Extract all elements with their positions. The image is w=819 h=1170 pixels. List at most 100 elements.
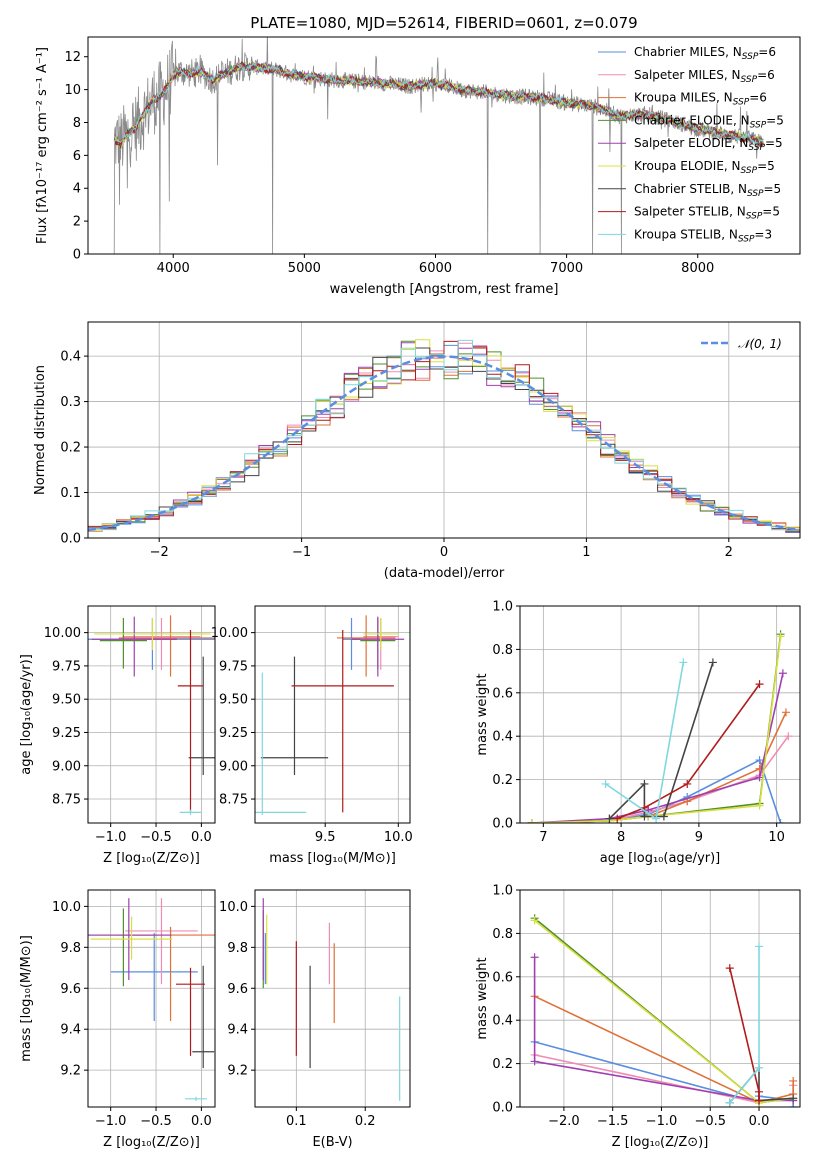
y-tick-label: 8.75 bbox=[52, 793, 81, 808]
y-axis-label: mass [log₁₀(M/M⊙)] bbox=[19, 935, 34, 1062]
errorbar-point bbox=[192, 965, 215, 1069]
weight-vs-Z-plot bbox=[530, 914, 798, 1107]
mass-vs-ebv-frame bbox=[254, 889, 411, 1108]
x-tick-label: 0.0 bbox=[191, 830, 212, 845]
weight-marker bbox=[679, 658, 688, 667]
x-tick-label: 9.5 bbox=[315, 830, 336, 845]
x-axis-label: E(B-V) bbox=[312, 1135, 352, 1150]
y-tick-label: 9.6 bbox=[60, 982, 81, 997]
x-tick-label: 4000 bbox=[157, 261, 190, 276]
y-tick-label: 0.1 bbox=[60, 486, 81, 501]
weight-marker bbox=[640, 812, 649, 821]
y-tick-label: 9.50 bbox=[219, 693, 248, 708]
y-tick-label: 10.00 bbox=[211, 626, 248, 641]
residual-histogram-8 bbox=[88, 339, 800, 532]
weight-marker bbox=[659, 812, 668, 821]
y-tick-label: 1.0 bbox=[492, 600, 513, 615]
spectrum-legend: Chabrier MILES, NSSP=6 Salpeter MILES, NS… bbox=[598, 45, 784, 244]
weight-series-5 bbox=[531, 636, 782, 823]
x-tick-label: 7000 bbox=[550, 261, 583, 276]
y-tick-label: 9.4 bbox=[60, 1023, 81, 1038]
errorbar-point bbox=[351, 616, 405, 677]
y-tick-label: 0.0 bbox=[492, 1101, 513, 1116]
x-tick-label: 0.0 bbox=[749, 1114, 770, 1129]
y-tick-label: 0.2 bbox=[492, 773, 513, 788]
model-spectrum-8 bbox=[113, 62, 764, 146]
y-tick-label: 1.0 bbox=[492, 884, 513, 899]
y-tick-label: 0.0 bbox=[492, 817, 513, 832]
x-tick-label: 1 bbox=[582, 545, 590, 560]
x-axis-label: Z [log₁₀(Z/Z⊙)] bbox=[103, 1135, 200, 1150]
y-tick-label: 9.2 bbox=[227, 1064, 248, 1079]
x-tick-label: 5000 bbox=[288, 261, 321, 276]
errorbar-point bbox=[363, 617, 399, 650]
normal-curve bbox=[88, 355, 800, 532]
y-tick-label: 0.2 bbox=[492, 1057, 513, 1072]
errorbar-point bbox=[118, 926, 215, 1022]
y-tick-label: 12 bbox=[64, 50, 81, 65]
chart-title: PLATE=1080, MJD=52614, FIBERID=0601, z=0… bbox=[250, 14, 637, 32]
x-tick-label: 0.0 bbox=[191, 1114, 212, 1129]
y-tick-label: 10 bbox=[64, 83, 81, 98]
y-tick-label: 8.75 bbox=[219, 793, 248, 808]
y-tick-label: 0 bbox=[73, 248, 81, 263]
y-tick-label: 9.2 bbox=[60, 1064, 81, 1079]
weight-marker bbox=[652, 814, 661, 823]
errorbar-point bbox=[336, 615, 396, 677]
legend-entry: Chabrier ELODIE, NSSP=5 bbox=[634, 113, 784, 130]
y-tick-label: 4 bbox=[73, 182, 81, 197]
y-tick-label: 9.25 bbox=[219, 726, 248, 741]
weight-series-7 bbox=[616, 683, 761, 820]
mass-vs-Z-plot bbox=[88, 898, 215, 1101]
x-tick-label: 7 bbox=[539, 830, 547, 845]
y-tick-label: 0.4 bbox=[492, 730, 513, 745]
age-vs-mass-plot bbox=[255, 615, 405, 816]
x-tick-label: 8 bbox=[617, 830, 625, 845]
x-tick-label: −1.0 bbox=[646, 1114, 678, 1129]
y-tick-label: 9.00 bbox=[219, 759, 248, 774]
legend-entry: Kroupa MILES, NSSP=6 bbox=[634, 91, 767, 108]
legend-entry: Kroupa STELIB, NSSP=3 bbox=[634, 227, 772, 244]
errorbar-point bbox=[177, 629, 204, 813]
x-tick-label: 10.0 bbox=[384, 830, 413, 845]
weight-marker bbox=[725, 1098, 734, 1107]
y-tick-label: 0.2 bbox=[60, 441, 81, 456]
y-tick-label: 9.75 bbox=[52, 659, 81, 674]
weight-series-4 bbox=[533, 957, 794, 1102]
x-tick-label: −1.0 bbox=[95, 1114, 127, 1129]
weight-series-8 bbox=[729, 946, 760, 1104]
y-tick-label: 9.00 bbox=[52, 759, 81, 774]
x-tick-label: 6000 bbox=[419, 261, 452, 276]
weight-marker bbox=[776, 632, 785, 641]
errorbar-point bbox=[110, 932, 198, 1022]
errorbar-point bbox=[260, 656, 329, 776]
x-tick-label: 2 bbox=[725, 545, 733, 560]
legend-entry: Kroupa ELODIE, NSSP=5 bbox=[634, 159, 775, 176]
weight-marker bbox=[613, 814, 622, 823]
residuals-legend: 𝒩(0, 1) bbox=[701, 337, 782, 351]
weight-marker bbox=[755, 801, 764, 810]
mass-vs-ebv-plot bbox=[262, 898, 401, 1101]
weight-series-3 bbox=[531, 634, 782, 823]
residuals-plot bbox=[88, 339, 800, 533]
age-vs-mass-frame bbox=[254, 605, 411, 824]
weight-marker bbox=[755, 773, 764, 782]
errorbar-point bbox=[118, 615, 215, 677]
errorbar-point bbox=[125, 898, 198, 985]
y-tick-label: 0.8 bbox=[492, 643, 513, 658]
weight-marker bbox=[755, 756, 764, 765]
weight-marker bbox=[530, 953, 539, 962]
y-tick-label: 9.75 bbox=[219, 659, 248, 674]
x-axis-label: (data-model)/error bbox=[384, 566, 505, 581]
age-vs-Z-frame bbox=[87, 605, 216, 824]
y-tick-label: 9.4 bbox=[227, 1023, 248, 1038]
x-tick-label: 8000 bbox=[681, 261, 714, 276]
weight-marker bbox=[683, 779, 692, 788]
weight-marker bbox=[784, 732, 793, 741]
x-tick-label: −1.0 bbox=[95, 830, 127, 845]
residual-histogram-7 bbox=[88, 340, 800, 533]
x-tick-label: −0.5 bbox=[694, 1114, 726, 1129]
y-tick-label: 10.0 bbox=[219, 900, 248, 915]
mass-vs-Z-frame bbox=[87, 889, 216, 1108]
